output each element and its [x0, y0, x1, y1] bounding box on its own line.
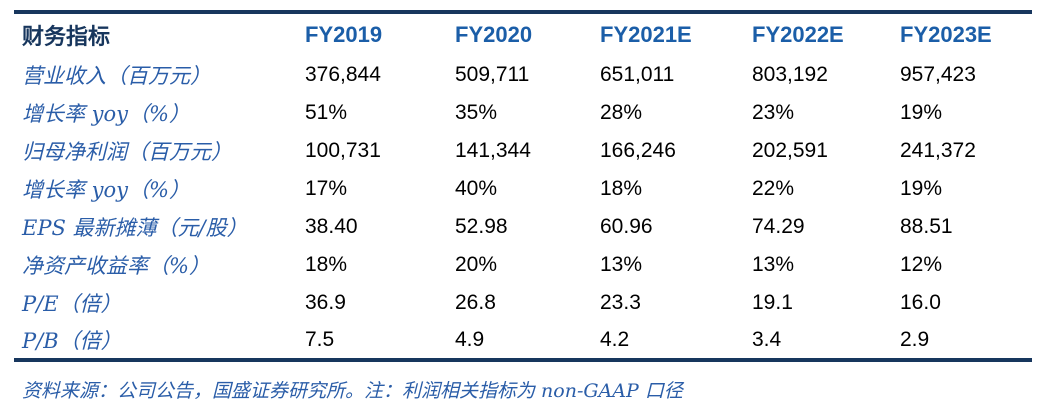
- row-label: P/E（倍）: [22, 292, 122, 316]
- cell-value: 376,844: [305, 63, 381, 86]
- cell-value: 35%: [455, 101, 498, 124]
- row-label: 增长率 yoy（%）: [22, 102, 190, 126]
- row-label: EPS 最新摊薄（元/股）: [22, 216, 248, 240]
- cell-value: 3.4: [752, 328, 782, 351]
- row-label: 增长率 yoy（%）: [22, 178, 190, 202]
- cell-value: 22%: [752, 177, 795, 200]
- column-header-metric: 财务指标: [22, 24, 111, 49]
- table-row-profit-growth: 增长率 yoy（%） 17% 40% 18% 22% 19%: [14, 170, 1032, 208]
- cell-value: 957,423: [900, 63, 976, 86]
- cell-value: 7.5: [305, 328, 335, 351]
- cell-value: 19.1: [752, 291, 793, 314]
- cell-value: 141,344: [455, 139, 531, 162]
- cell-value: 166,246: [600, 139, 676, 162]
- cell-value: 4.9: [455, 328, 485, 351]
- cell-value: 2.9: [900, 328, 930, 351]
- column-header-fy2020: FY2020: [455, 22, 533, 47]
- cell-value: 12%: [900, 253, 943, 276]
- cell-value: 28%: [600, 101, 643, 124]
- table-row-revenue-growth: 增长率 yoy（%） 51% 35% 28% 23% 19%: [14, 94, 1032, 132]
- cell-value: 202,591: [752, 139, 828, 162]
- cell-value: 23%: [752, 101, 795, 124]
- cell-value: 509,711: [455, 63, 530, 86]
- cell-value: 18%: [600, 177, 643, 200]
- table-row-net-profit: 归母净利润（百万元） 100,731 141,344 166,246 202,5…: [14, 132, 1032, 170]
- table-row-pb: P/B（倍） 7.5 4.9 4.2 3.4 2.9: [14, 322, 1032, 360]
- column-header-fy2022e: FY2022E: [752, 22, 844, 47]
- column-header-fy2019: FY2019: [305, 22, 383, 47]
- cell-value: 241,372: [900, 139, 976, 162]
- cell-value: 13%: [752, 253, 795, 276]
- table-header-row: 财务指标 FY2019 FY2020 FY2021E FY2022E FY202…: [14, 12, 1032, 56]
- cell-value: 74.29: [752, 215, 805, 238]
- cell-value: 19%: [900, 177, 943, 200]
- cell-value: 23.3: [600, 291, 641, 314]
- row-label: 净资产收益率（%）: [22, 254, 210, 278]
- cell-value: 20%: [455, 253, 498, 276]
- cell-value: 26.8: [455, 291, 496, 314]
- cell-value: 803,192: [752, 63, 828, 86]
- cell-value: 88.51: [900, 215, 953, 238]
- cell-value: 18%: [305, 253, 348, 276]
- column-header-fy2023e: FY2023E: [900, 22, 992, 47]
- cell-value: 36.9: [305, 291, 346, 314]
- cell-value: 13%: [600, 253, 643, 276]
- source-note: 资料来源：公司公告，国盛证券研究所。注：利润相关指标为 non-GAAP 口径: [22, 380, 683, 402]
- cell-value: 17%: [305, 177, 348, 200]
- cell-value: 100,731: [305, 139, 381, 162]
- cell-value: 60.96: [600, 215, 653, 238]
- cell-value: 16.0: [900, 291, 941, 314]
- cell-value: 40%: [455, 177, 498, 200]
- row-label: 归母净利润（百万元）: [22, 140, 232, 164]
- cell-value: 19%: [900, 101, 943, 124]
- table-row-pe: P/E（倍） 36.9 26.8 23.3 19.1 16.0: [14, 284, 1032, 322]
- cell-value: 38.40: [305, 215, 358, 238]
- table-row-revenue: 营业收入（百万元） 376,844 509,711 651,011 803,19…: [14, 56, 1032, 94]
- cell-value: 51%: [305, 101, 348, 124]
- financial-metrics-table: 财务指标 FY2019 FY2020 FY2021E FY2022E FY202…: [14, 10, 1032, 362]
- row-label: 营业收入（百万元）: [22, 64, 211, 88]
- table-row-eps: EPS 最新摊薄（元/股） 38.40 52.98 60.96 74.29 88…: [14, 208, 1032, 246]
- cell-value: 52.98: [455, 215, 508, 238]
- table-row-roe: 净资产收益率（%） 18% 20% 13% 13% 12%: [14, 246, 1032, 284]
- cell-value: 4.2: [600, 328, 630, 351]
- row-label: P/B（倍）: [22, 329, 122, 353]
- cell-value: 651,011: [600, 63, 675, 86]
- column-header-fy2021e: FY2021E: [600, 22, 692, 47]
